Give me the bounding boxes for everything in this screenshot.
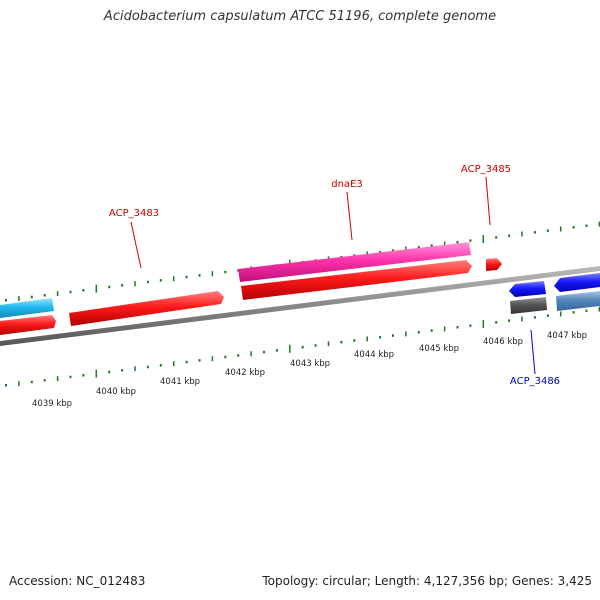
feature-reverse-blue	[509, 281, 546, 297]
gene-leader-line	[346, 191, 353, 241]
tick-label: 4046 kbp	[483, 337, 523, 347]
gene-acp3483-feature	[69, 291, 224, 326]
gene-dnae3-feature	[238, 242, 471, 282]
genome-summary: Topology: circular; Length: 4,127,356 bp…	[262, 574, 592, 588]
tick-label: 4039 kbp	[32, 399, 72, 409]
gene-leader-line	[130, 221, 142, 269]
tick-label: 4041 kbp	[160, 377, 200, 387]
tick-label: 4044 kbp	[354, 350, 394, 360]
gene-leader-line	[530, 329, 536, 375]
feature-steel	[556, 291, 600, 311]
tick-label: 4043 kbp	[290, 359, 330, 369]
gene-acp3486-feature	[510, 297, 547, 314]
feature-reverse-blue-right	[554, 273, 600, 292]
tick-label: 4047 kbp	[547, 331, 587, 341]
gene-leader-line	[485, 176, 491, 226]
gene-label[interactable]: ACP_3486	[510, 376, 560, 387]
feature-forward-left	[0, 315, 56, 335]
feature-forward-mid	[241, 260, 472, 300]
genome-title: Acidobacterium capsulatum ATCC 51196, co…	[103, 9, 497, 24]
tick-label: 4040 kbp	[96, 387, 136, 397]
tick-label: 4042 kbp	[225, 368, 265, 378]
accession-label: Accession: NC_012483	[9, 574, 146, 588]
feature-cyan	[0, 298, 54, 318]
genome-backbone	[0, 266, 600, 346]
gene-label[interactable]: ACP_3485	[461, 164, 511, 175]
gene-acp3485-feature	[486, 258, 502, 271]
inner-tick-row	[5, 306, 600, 387]
gene-label[interactable]: ACP_3483	[109, 208, 159, 219]
gene-label[interactable]: dnaE3	[331, 179, 363, 190]
tick-label: 4045 kbp	[419, 344, 459, 354]
